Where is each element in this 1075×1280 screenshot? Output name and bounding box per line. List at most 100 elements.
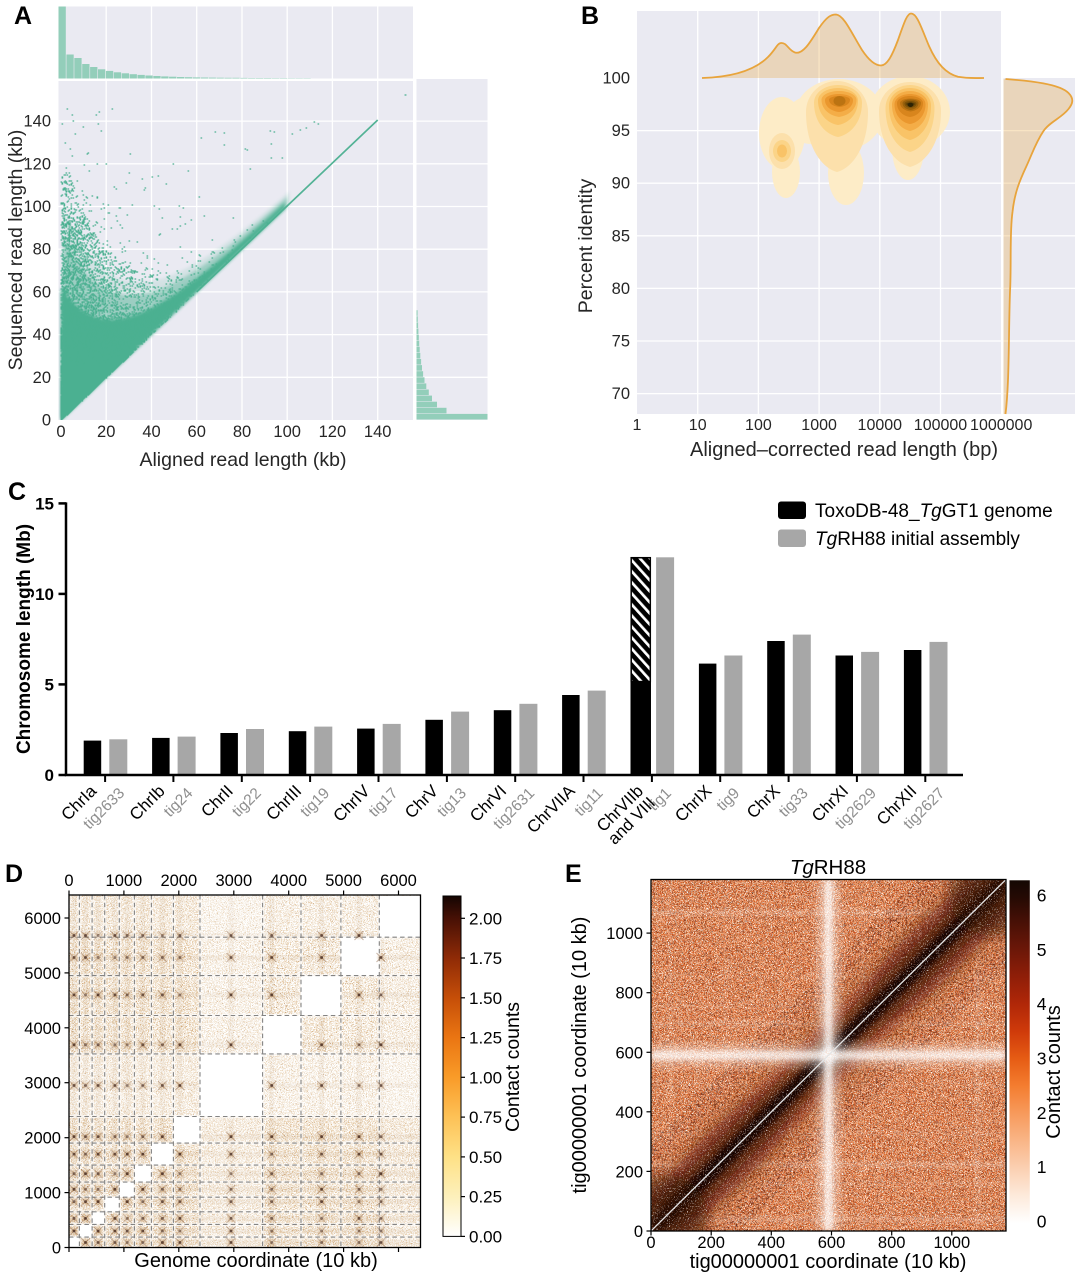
svg-text:75: 75 [612,333,630,351]
svg-text:140: 140 [364,423,392,441]
svg-text:600: 600 [615,1044,643,1062]
svg-text:1: 1 [1037,1157,1047,1177]
svg-text:10: 10 [35,585,54,604]
svg-text:TgRH88 initial assembly: TgRH88 initial assembly [815,529,1020,550]
svg-text:3: 3 [1037,1049,1047,1069]
svg-text:0: 0 [56,423,65,441]
svg-text:0.25: 0.25 [469,1188,502,1207]
svg-text:A: A [14,2,32,30]
svg-text:ChrIV: ChrIV [329,781,374,826]
svg-text:120: 120 [319,423,347,441]
svg-text:120: 120 [23,155,51,173]
svg-text:tig22: tig22 [229,785,265,821]
svg-text:800: 800 [878,1234,906,1252]
svg-text:1.00: 1.00 [469,1068,502,1087]
svg-text:ChrII: ChrII [197,781,236,820]
svg-text:0.50: 0.50 [469,1148,502,1167]
svg-text:40: 40 [33,326,51,344]
svg-text:100: 100 [23,198,51,216]
svg-text:140: 140 [23,113,51,131]
svg-text:6000: 6000 [24,910,61,928]
svg-text:4: 4 [1037,994,1047,1014]
svg-text:Genome coordinate (10 kb): Genome coordinate (10 kb) [134,1250,377,1272]
svg-text:0: 0 [45,766,54,785]
svg-text:2000: 2000 [24,1130,61,1148]
svg-text:3000: 3000 [24,1075,61,1093]
svg-text:10000: 10000 [858,417,903,434]
svg-text:80: 80 [612,280,630,298]
svg-text:1.50: 1.50 [469,989,502,1008]
svg-text:200: 200 [697,1234,725,1252]
svg-text:20: 20 [97,423,115,441]
svg-text:1.75: 1.75 [469,949,502,968]
svg-text:800: 800 [615,985,643,1003]
svg-text:1000000: 1000000 [970,417,1032,434]
svg-text:1000: 1000 [24,1185,61,1203]
svg-text:TgRH88: TgRH88 [790,860,866,879]
svg-text:tig19: tig19 [297,785,333,821]
svg-text:4000: 4000 [24,1020,61,1038]
svg-text:D: D [5,860,23,888]
svg-text:100: 100 [602,70,630,88]
svg-text:0: 0 [64,872,73,890]
svg-text:0: 0 [634,1223,643,1241]
svg-text:tig17: tig17 [366,785,402,821]
svg-text:400: 400 [758,1234,786,1252]
svg-text:0.00: 0.00 [469,1227,502,1246]
svg-text:95: 95 [612,122,630,140]
svg-text:100: 100 [745,417,772,434]
svg-text:100000: 100000 [914,417,967,434]
svg-text:80: 80 [33,241,51,259]
svg-text:10: 10 [689,417,707,434]
svg-text:ToxoDB-48_TgGT1 genome: ToxoDB-48_TgGT1 genome [815,501,1053,522]
svg-text:1000: 1000 [933,1234,970,1252]
svg-text:ChrIb: ChrIb [126,781,169,824]
svg-text:70: 70 [612,385,630,403]
svg-text:tig9: tig9 [714,785,744,815]
svg-text:ChrIII: ChrIII [263,781,306,824]
svg-text:200: 200 [615,1163,643,1181]
svg-text:5000: 5000 [325,872,362,890]
svg-text:ChrIX: ChrIX [671,781,715,825]
svg-text:5: 5 [1037,940,1047,960]
svg-text:15: 15 [35,494,54,513]
svg-text:Aligned–corrected read length: Aligned–corrected read length (bp) [690,439,998,461]
svg-text:4000: 4000 [270,872,307,890]
svg-text:Contact counts: Contact counts [502,1002,524,1132]
svg-text:5000: 5000 [24,965,61,983]
svg-text:tig00000001 coordinate (10 kb): tig00000001 coordinate (10 kb) [690,1251,967,1273]
svg-text:0: 0 [1037,1212,1047,1232]
svg-text:Chromosome length (Mb): Chromosome length (Mb) [14,524,35,754]
svg-text:tig33: tig33 [776,785,812,821]
svg-text:1000: 1000 [801,417,837,434]
svg-text:Contact counts: Contact counts [1043,1005,1065,1138]
svg-text:100: 100 [273,423,301,441]
svg-text:ChrVIIA: ChrVIIA [523,781,579,837]
svg-text:60: 60 [188,423,206,441]
svg-text:85: 85 [612,227,630,245]
svg-text:0: 0 [42,412,51,430]
svg-text:B: B [581,2,599,30]
svg-text:40: 40 [142,423,160,441]
svg-text:ChrX: ChrX [743,781,784,822]
svg-text:2000: 2000 [160,872,197,890]
svg-text:6: 6 [1037,886,1047,906]
svg-text:80: 80 [233,423,251,441]
svg-text:1.25: 1.25 [469,1029,502,1048]
svg-text:Aligned read length (kb): Aligned read length (kb) [139,449,346,471]
svg-text:0: 0 [646,1234,655,1252]
svg-text:1000: 1000 [106,872,143,890]
svg-text:tig13: tig13 [434,785,470,821]
svg-text:2.00: 2.00 [469,909,502,928]
svg-text:1000: 1000 [606,925,643,943]
svg-text:600: 600 [818,1234,846,1252]
svg-text:tig00000001 coordinate (10 kb): tig00000001 coordinate (10 kb) [569,917,591,1194]
svg-text:Percent identity: Percent identity [575,179,597,314]
svg-text:C: C [8,480,26,506]
svg-text:Sequenced read length (kb): Sequenced read length (kb) [5,130,27,371]
svg-text:0.75: 0.75 [469,1108,502,1127]
svg-text:400: 400 [615,1104,643,1122]
svg-text:3000: 3000 [215,872,252,890]
svg-text:6000: 6000 [380,872,417,890]
svg-text:20: 20 [33,369,51,387]
